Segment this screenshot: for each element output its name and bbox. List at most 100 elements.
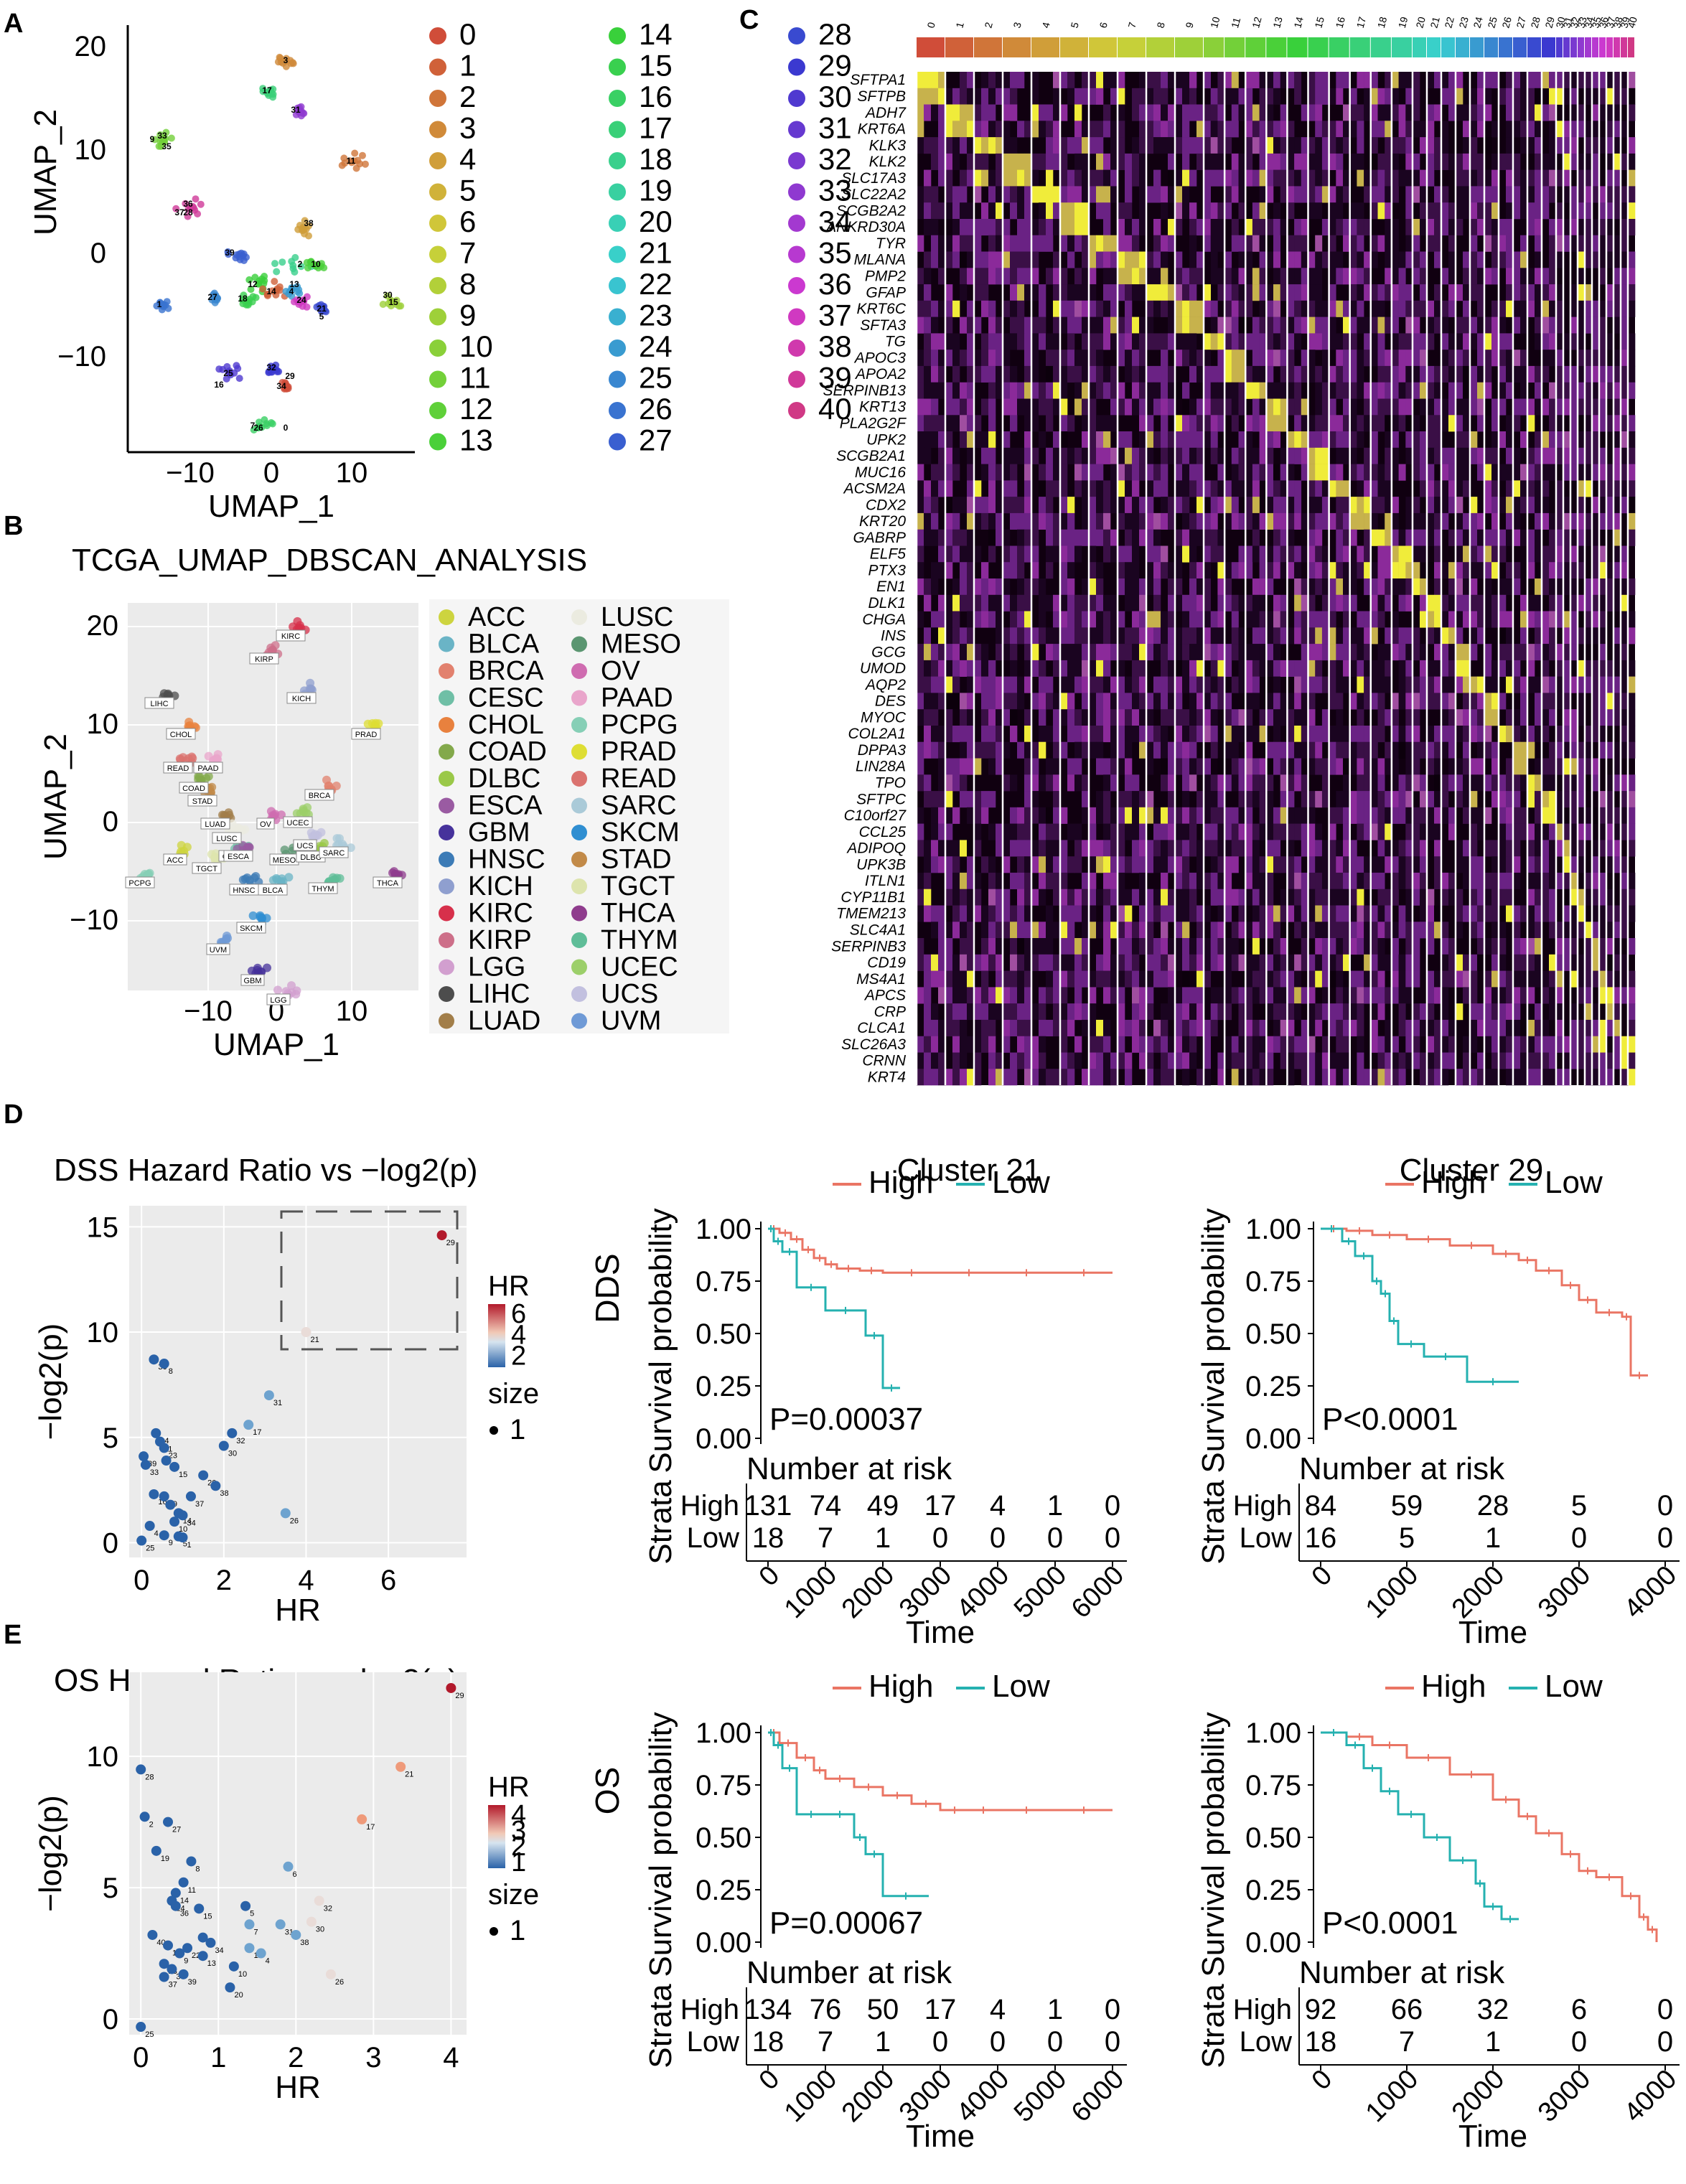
- panel-c-heat-cell: [938, 365, 946, 383]
- panel-c-heat-cell: [1308, 594, 1316, 611]
- panel-c-heat-cell: [1427, 104, 1435, 121]
- panel-c-heat-cell: [974, 840, 982, 857]
- panel-c-heat-cell: [1349, 627, 1357, 645]
- panel-c-heat-cell: [1294, 726, 1302, 743]
- panel-c-heat-cell: [1391, 382, 1399, 399]
- panel-c-heat-cell: [1031, 284, 1039, 301]
- panel-c-heat-cell: [1175, 594, 1183, 611]
- panel-c-heat-cell: [1175, 186, 1183, 203]
- panel-c-heat-cell: [1259, 235, 1267, 252]
- panel-c-heat-cell: [1542, 104, 1550, 121]
- panel-c-cluster-bar: [1175, 37, 1203, 57]
- panel-b-label-box: [319, 846, 349, 858]
- panel-a-cell-point: [184, 212, 192, 220]
- panel-b-legend-label: MESO: [601, 629, 681, 660]
- panel-c-heat-cell: [1484, 72, 1492, 89]
- panel-c-heat-cell: [1067, 415, 1075, 432]
- panel-label-b: B: [4, 511, 23, 541]
- panel-c-heat-cell: [1463, 333, 1471, 350]
- panel-c-heat-cell: [1110, 333, 1118, 350]
- panel-c-heat-cell: [1308, 268, 1316, 285]
- panel-c-heat-cell: [996, 153, 1003, 170]
- panel-a-legend-swatch: [429, 58, 446, 76]
- panel-c-heat-cell: [1053, 726, 1061, 743]
- panel-c-heat-cell: [1168, 594, 1176, 611]
- panel-c-heat-cell: [1385, 398, 1392, 416]
- panel-c-heat-cell: [1628, 169, 1636, 187]
- panel-c-heat-cell: [1549, 72, 1557, 89]
- panel-c-heat-cell: [917, 415, 924, 432]
- panel-c-heat-cell: [1491, 251, 1499, 268]
- panel-c-heat-cell: [1146, 741, 1154, 759]
- panel-c-heat-cell: [1336, 709, 1344, 726]
- panel-c-heat-cell: [1535, 365, 1542, 383]
- panel-c-heat-cell: [1039, 627, 1046, 645]
- panel-c-heat-cell: [1420, 300, 1428, 317]
- panel-c-heat-cell: [1082, 693, 1090, 710]
- panel-c-heat-cell: [1210, 121, 1218, 138]
- panel-c-heat-cell: [952, 512, 960, 530]
- panel-c-heat-cell: [1357, 693, 1364, 710]
- panel-c-heat-cell: [1024, 741, 1032, 759]
- panel-c-heat-cell: [1238, 431, 1246, 449]
- panel-c-cluster-bar: [1146, 37, 1174, 57]
- panel-c-heat-cell: [1287, 807, 1295, 824]
- panel-c-heat-cell: [1484, 872, 1492, 889]
- panel-c-heat-cell: [1024, 840, 1032, 857]
- panel-c-heat-cell: [974, 889, 982, 906]
- panel-c-heat-cell: [1024, 676, 1032, 693]
- panel-c-heat-cell: [1294, 88, 1302, 105]
- panel-c-heat-cell: [1549, 333, 1557, 350]
- panel-c-heat-cell: [1470, 545, 1478, 563]
- panel-c-heat-cell: [1513, 676, 1521, 693]
- panel-b-ytick-10: 10: [87, 708, 119, 740]
- panel-c-heat-cell: [1448, 284, 1456, 301]
- panel-c-heat-cell: [1506, 284, 1514, 301]
- panel-c-heat-cell: [1377, 774, 1385, 792]
- panel-c-heat-cell: [1161, 497, 1169, 514]
- panel-c-heat-cell: [1204, 300, 1211, 317]
- panel-c-heat-cell: [1273, 856, 1280, 873]
- panel-c-heat-cell: [1132, 284, 1140, 301]
- panel-c-heat-cell: [1391, 529, 1399, 546]
- panel-c-heat-cell: [1315, 497, 1323, 514]
- panel-c-heat-cell: [1204, 202, 1211, 220]
- panel-c-heat-cell: [1491, 350, 1499, 367]
- panel-c-heat-cell: [1175, 823, 1183, 840]
- panel-b-ytick-m10: −10: [70, 904, 118, 936]
- panel-c-heat-cell: [1535, 382, 1542, 399]
- panel-c-heat-cell: [1308, 497, 1316, 514]
- panel-c-heat-cell: [1003, 382, 1011, 399]
- panel-c-heat-cell: [1175, 104, 1183, 121]
- panel-c-heat-cell: [1294, 415, 1302, 432]
- panel-c-heat-cell: [1357, 415, 1364, 432]
- panel-c-heat-cell: [1370, 317, 1378, 334]
- panel-c-heat-cell: [1103, 300, 1111, 317]
- panel-c-heat-cell: [1570, 300, 1578, 317]
- panel-c-heat-cell: [1082, 382, 1090, 399]
- panel-c-heat-cell: [1146, 578, 1154, 596]
- panel-c-heat-cell: [1153, 235, 1161, 252]
- panel-c-heat-cell: [1349, 726, 1357, 743]
- panel-c-heat-cell: [1273, 169, 1280, 187]
- panel-c-heat-cell: [988, 365, 996, 383]
- panel-c-heat-cell: [1621, 284, 1629, 301]
- panel-c-heat-cell: [917, 578, 924, 596]
- panel-c-heat-cell: [1189, 529, 1197, 546]
- panel-c-heat-cell: [1196, 726, 1204, 743]
- panel-c-heat-cell: [1301, 300, 1308, 317]
- panel-c-heat-cell: [1010, 709, 1018, 726]
- panel-c-heat-cell: [1204, 350, 1211, 367]
- panel-c-heat-cell: [924, 872, 932, 889]
- panel-c-heat-cell: [1217, 398, 1225, 416]
- panel-a-legend-swatch: [788, 152, 805, 169]
- panel-a-cell-point: [269, 85, 277, 93]
- panel-a-legend-swatch: [609, 370, 626, 388]
- panel-a-cluster-label: 14: [266, 286, 276, 296]
- panel-b-sample-point: [390, 867, 398, 876]
- panel-c-heat-cell: [1224, 709, 1232, 726]
- panel-c-heat-cell: [1606, 251, 1614, 268]
- panel-c-heat-cell: [1031, 333, 1039, 350]
- panel-c-heat-cell: [1357, 856, 1364, 873]
- panel-c-heat-cell: [1542, 202, 1550, 220]
